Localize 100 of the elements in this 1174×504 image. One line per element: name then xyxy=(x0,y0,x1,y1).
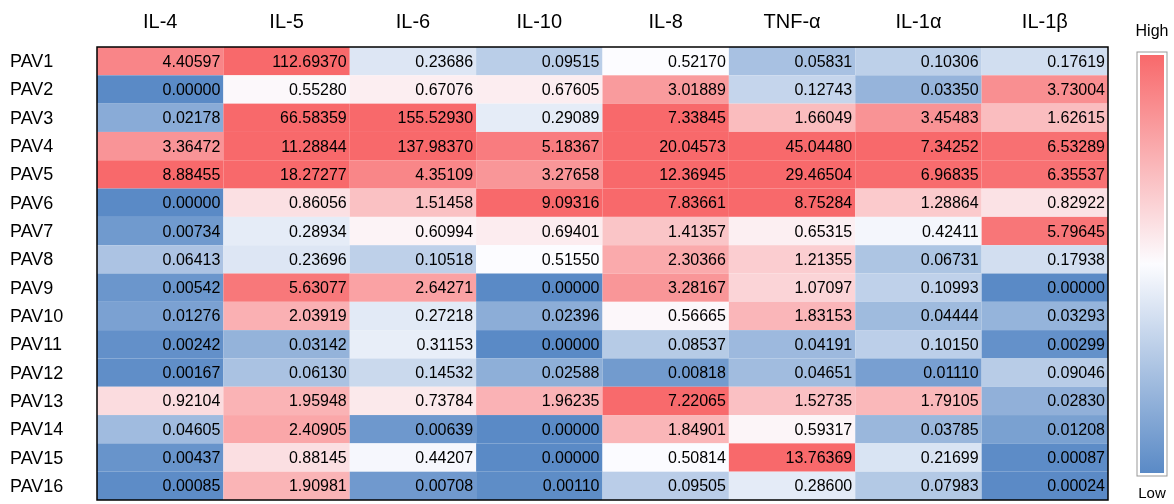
x-tick-label: IL-1α xyxy=(895,10,942,32)
data-label: 0.50814 xyxy=(668,449,726,467)
data-label: 0.00818 xyxy=(668,364,726,382)
data-label: 29.46504 xyxy=(785,165,853,183)
data-label: 155.52930 xyxy=(397,109,474,127)
data-label: 0.86056 xyxy=(288,194,347,212)
data-label: 6.35537 xyxy=(1047,165,1106,183)
data-label: 0.03785 xyxy=(920,420,979,438)
data-label: 9.09316 xyxy=(541,194,600,212)
data-label: 0.04651 xyxy=(794,364,853,382)
data-label: 1.62615 xyxy=(1047,109,1106,127)
data-label: 0.27218 xyxy=(415,307,474,325)
data-label: 0.69401 xyxy=(541,222,600,240)
data-label: 6.96835 xyxy=(920,165,979,183)
data-label: 0.05831 xyxy=(794,52,853,70)
data-label: 0.00000 xyxy=(162,194,221,212)
data-label: 5.18367 xyxy=(541,137,600,155)
data-label: 0.00000 xyxy=(541,279,600,297)
data-label: 0.10306 xyxy=(920,52,979,70)
data-label: 0.10518 xyxy=(415,250,474,268)
data-label: 0.28934 xyxy=(288,222,347,240)
data-label: 0.02830 xyxy=(1047,392,1106,410)
data-label: 0.00000 xyxy=(1047,279,1106,297)
data-label: 0.00167 xyxy=(162,364,221,382)
data-label: 0.00000 xyxy=(162,80,221,98)
text: Low xyxy=(1138,484,1166,501)
data-label: 0.00000 xyxy=(541,335,600,353)
data-label: 2.03919 xyxy=(288,307,347,325)
data-label: 1.66049 xyxy=(794,109,853,127)
data-label: 0.29089 xyxy=(541,109,600,127)
data-label: 0.02396 xyxy=(541,307,600,325)
data-label: 7.33845 xyxy=(668,109,726,127)
data-label: 0.17619 xyxy=(1047,52,1106,70)
data-label: 6.53289 xyxy=(1047,137,1106,155)
x-tick-label: IL-5 xyxy=(269,10,304,32)
data-label: 0.00085 xyxy=(162,477,221,495)
data-label: 112.69370 xyxy=(272,52,347,70)
data-label: 0.00299 xyxy=(1047,335,1106,353)
data-label: 137.98370 xyxy=(397,137,474,155)
data-label: 7.34252 xyxy=(920,137,979,155)
data-label: 2.30366 xyxy=(668,250,726,268)
data-label: 0.00242 xyxy=(162,335,221,353)
x-tick-label: TNF-α xyxy=(763,10,821,32)
data-label: 8.75284 xyxy=(794,194,853,212)
data-label: 0.02178 xyxy=(162,109,221,127)
data-label: 0.06413 xyxy=(162,250,221,268)
data-label: 2.64271 xyxy=(415,279,474,297)
y-tick-label: PAV15 xyxy=(10,447,64,468)
data-label: 3.28167 xyxy=(668,279,726,297)
y-tick-label: PAV11 xyxy=(10,334,63,355)
data-label: 0.00437 xyxy=(162,449,221,467)
data-label: 0.00024 xyxy=(1047,477,1106,495)
data-label: 0.88145 xyxy=(288,449,347,467)
data-label: 0.00000 xyxy=(541,420,600,438)
data-label: 1.07097 xyxy=(794,279,853,297)
data-label: 0.04191 xyxy=(794,335,853,353)
data-label: 0.28600 xyxy=(794,477,853,495)
data-label: 20.04573 xyxy=(659,137,726,155)
y-tick-label: PAV3 xyxy=(10,107,54,128)
data-label: 0.14532 xyxy=(415,364,474,382)
data-label: 0.92104 xyxy=(162,392,221,410)
data-label: 0.09515 xyxy=(541,52,600,70)
text: High xyxy=(1135,22,1169,39)
data-label: 5.79645 xyxy=(1047,222,1106,240)
data-label: 3.01889 xyxy=(668,80,726,98)
data-label: 0.07983 xyxy=(920,477,979,495)
data-label: 0.10150 xyxy=(920,335,979,353)
data-label: 7.83661 xyxy=(668,194,726,212)
data-label: 2.40905 xyxy=(288,420,347,438)
data-label: 0.01110 xyxy=(923,364,979,382)
data-label: 0.03293 xyxy=(1047,307,1106,325)
data-label: 0.82922 xyxy=(1047,194,1106,212)
data-label: 0.06130 xyxy=(288,364,347,382)
data-label: 1.84901 xyxy=(668,420,726,438)
data-label: 5.63077 xyxy=(288,279,347,297)
y-tick-label: PAV13 xyxy=(10,390,64,411)
data-label: 0.31153 xyxy=(416,335,474,353)
y-tick-label: PAV10 xyxy=(10,305,64,326)
data-label: 0.52170 xyxy=(668,52,726,70)
data-label: 0.01208 xyxy=(1047,420,1106,438)
y-tick-label: PAV4 xyxy=(10,136,54,157)
data-label: 4.35109 xyxy=(415,165,474,183)
data-label: 13.76369 xyxy=(785,449,853,467)
data-label: 0.60994 xyxy=(415,222,474,240)
data-label: 0.67605 xyxy=(541,80,600,98)
y-tick-label: PAV14 xyxy=(10,419,64,440)
data-label: 0.55280 xyxy=(288,80,347,98)
y-tick-label: PAV12 xyxy=(10,362,64,383)
data-label: 0.21699 xyxy=(920,449,979,467)
data-label: 0.44207 xyxy=(415,449,474,467)
data-label: 0.56665 xyxy=(668,307,726,325)
data-label: 7.22065 xyxy=(668,392,726,410)
data-label: 0.23696 xyxy=(288,250,347,268)
data-label: 0.23686 xyxy=(415,52,474,70)
data-label: 0.00639 xyxy=(415,420,474,438)
data-label: 0.42411 xyxy=(921,222,979,240)
data-label: 0.00734 xyxy=(162,222,221,240)
data-label: 0.73784 xyxy=(415,392,474,410)
data-label: 0.06731 xyxy=(920,250,979,268)
data-label: 0.00087 xyxy=(1047,449,1106,467)
